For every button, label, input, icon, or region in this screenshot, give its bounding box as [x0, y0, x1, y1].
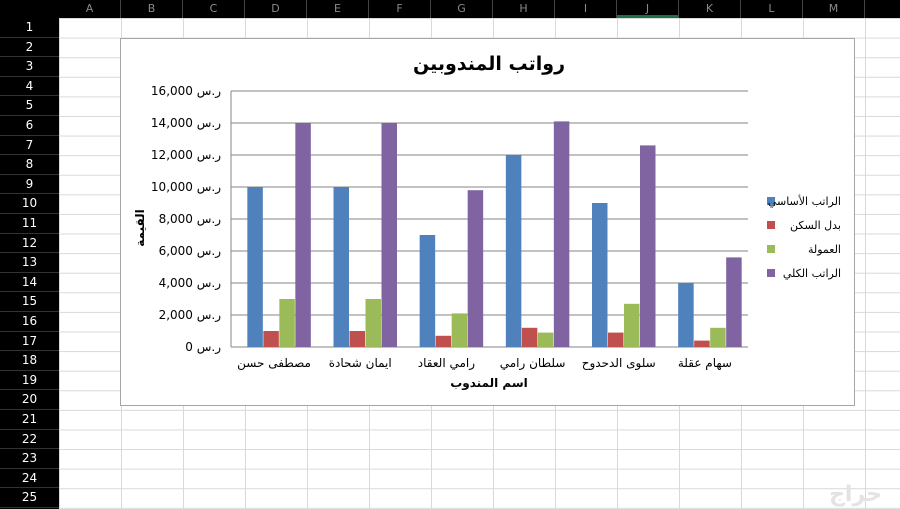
column-header-c[interactable]: C: [183, 0, 245, 18]
x-tick-label: سلطان رامي: [500, 356, 566, 371]
gridlines: [230, 90, 748, 348]
row-header-20[interactable]: 20: [0, 390, 59, 410]
bar: [553, 121, 570, 348]
column-header-m[interactable]: M: [803, 0, 865, 18]
x-tick-label: رامي العقاد: [418, 356, 475, 371]
row-header-11[interactable]: 11: [0, 214, 59, 234]
row-header-24[interactable]: 24: [0, 469, 59, 489]
column-header-e[interactable]: E: [307, 0, 369, 18]
bar: [505, 155, 522, 347]
legend-swatch: [767, 269, 775, 277]
bar: [537, 332, 554, 347]
row-header-21[interactable]: 21: [0, 410, 59, 430]
legend-label: بدل السكن: [790, 219, 841, 232]
bar: [608, 332, 624, 347]
row-header-5[interactable]: 5: [0, 96, 59, 116]
column-header-d[interactable]: D: [245, 0, 307, 18]
bars: [247, 121, 742, 348]
legend-swatch: [767, 221, 775, 229]
legend-swatch: [767, 245, 775, 253]
y-tick-label: ر.س 10,000: [151, 180, 221, 195]
bar: [451, 313, 468, 347]
row-header-7[interactable]: 7: [0, 136, 59, 156]
bar: [263, 331, 279, 347]
row-header-6[interactable]: 6: [0, 116, 59, 136]
row-header-4[interactable]: 4: [0, 77, 59, 97]
row-header-19[interactable]: 19: [0, 371, 59, 391]
legend-swatch: [767, 197, 775, 205]
row-header-16[interactable]: 16: [0, 312, 59, 332]
y-tick-label: ر.س 6,000: [159, 244, 222, 259]
column-header-f[interactable]: F: [369, 0, 431, 18]
row-header-15[interactable]: 15: [0, 292, 59, 312]
row-header-8[interactable]: 8: [0, 155, 59, 175]
bar-chart: رواتب المندوبين القيمة اسم المندوب ر.س 0…: [133, 53, 841, 391]
row-header-2[interactable]: 2: [0, 38, 59, 58]
legend-label: الراتب الأساسي: [768, 194, 841, 208]
bar: [247, 187, 263, 347]
x-axis-ticks: مصطفى حسن ايمان شحادة رامي العقاد سلطان رام…: [237, 356, 732, 371]
legend: الراتب الأساسي بدل السكن العمولة الراتب الك…: [767, 194, 841, 280]
y-tick-label: ر.س 0: [185, 340, 221, 355]
column-header-h[interactable]: H: [493, 0, 555, 18]
bar: [419, 235, 436, 347]
bar: [333, 187, 349, 347]
column-header-k[interactable]: K: [679, 0, 741, 18]
bar: [435, 335, 452, 347]
y-tick-label: ر.س 8,000: [159, 212, 222, 227]
bar: [521, 327, 538, 347]
bar: [726, 257, 742, 347]
bar: [381, 123, 397, 347]
row-header-3[interactable]: 3: [0, 57, 59, 77]
x-tick-label: مصطفى حسن: [237, 356, 311, 371]
x-tick-label: سهام عقلة: [678, 356, 732, 370]
row-header-1[interactable]: 1: [0, 18, 59, 38]
bar: [694, 340, 710, 347]
bar: [295, 123, 311, 347]
row-header-bar: 1 2 3 4 5 6 7 8 9 10 11 12 13 14 15 16 17 18 19 20 21 22 23 24 2…: [0, 18, 59, 509]
row-header-9[interactable]: 9: [0, 175, 59, 195]
row-header-18[interactable]: 18: [0, 351, 59, 371]
bar: [349, 331, 365, 347]
y-axis-label: القيمة: [133, 209, 147, 246]
bar: [365, 299, 381, 347]
chart-title: رواتب المندوبين: [413, 53, 565, 75]
column-header-b[interactable]: B: [121, 0, 183, 18]
y-tick-label: ر.س 14,000: [151, 116, 221, 131]
row-header-12[interactable]: 12: [0, 234, 59, 254]
column-header-a[interactable]: A: [59, 0, 121, 18]
bar: [279, 299, 295, 347]
row-header-25[interactable]: 25: [0, 488, 59, 508]
x-tick-label: سلوى الدحدوح: [582, 356, 656, 371]
y-tick-label: ر.س 16,000: [151, 84, 221, 99]
column-header-i[interactable]: I: [555, 0, 617, 18]
bar: [678, 283, 694, 347]
x-tick-label: ايمان شحادة: [329, 356, 392, 370]
y-tick-label: ر.س 4,000: [159, 276, 222, 291]
chart-container[interactable]: رواتب المندوبين القيمة اسم المندوب ر.س 0…: [120, 38, 855, 406]
legend-label: العمولة: [808, 243, 841, 256]
y-tick-label: ر.س 2,000: [159, 308, 222, 323]
bar: [710, 327, 726, 347]
row-header-23[interactable]: 23: [0, 449, 59, 469]
column-header-l[interactable]: L: [741, 0, 803, 18]
row-header-10[interactable]: 10: [0, 194, 59, 214]
watermark-logo: حراج: [829, 482, 882, 507]
row-header-17[interactable]: 17: [0, 332, 59, 352]
x-axis-label: اسم المندوب: [450, 376, 528, 391]
row-header-22[interactable]: 22: [0, 430, 59, 450]
legend-label: الراتب الكلي: [783, 267, 841, 280]
y-axis-ticks: ر.س 0 ر.س 2,000 ر.س 4,000 ر.س 6,000 ر.س 8,00…: [151, 84, 221, 355]
column-header-j[interactable]: J: [617, 0, 679, 18]
bar: [592, 203, 608, 347]
row-header-14[interactable]: 14: [0, 273, 59, 293]
bar: [640, 145, 656, 347]
row-header-13[interactable]: 13: [0, 253, 59, 273]
bar: [467, 190, 484, 347]
y-tick-label: ر.س 12,000: [151, 148, 221, 163]
column-header-g[interactable]: G: [431, 0, 493, 18]
bar: [624, 303, 640, 347]
